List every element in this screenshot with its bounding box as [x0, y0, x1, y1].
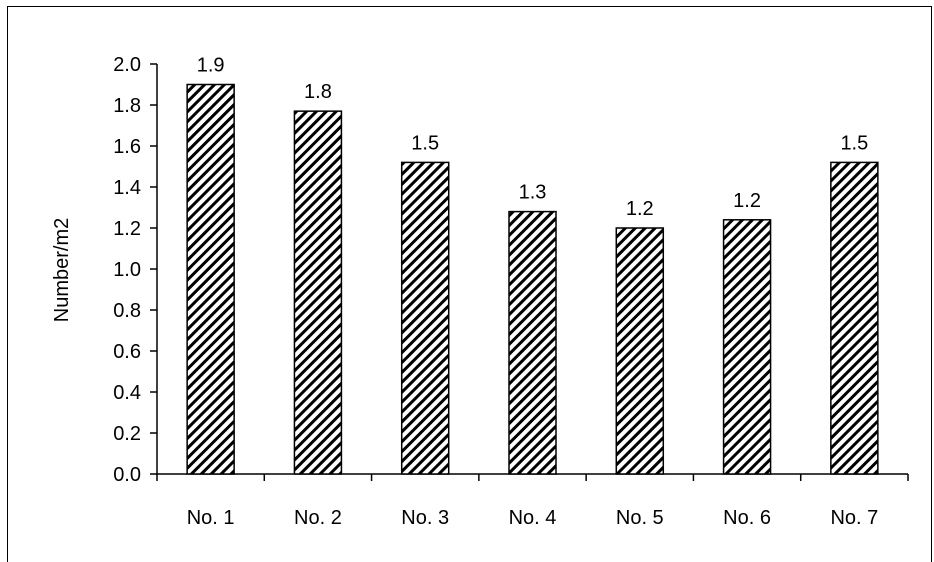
y-tick-label: 0.4: [113, 382, 141, 404]
data-label: 1.8: [304, 81, 332, 103]
y-tick-label: 1.8: [113, 95, 141, 117]
y-tick-label: 0.2: [113, 423, 141, 445]
y-tick-label: 0.0: [113, 464, 141, 486]
bar-3: [400, 161, 450, 475]
x-tick-label: No. 3: [401, 507, 449, 529]
x-tick-label: No. 7: [830, 507, 878, 529]
bar-7: [830, 161, 879, 475]
bar-6: [722, 219, 772, 475]
bar-2: [293, 110, 343, 475]
y-tick-label: 0.6: [113, 341, 141, 363]
x-tick-label: No. 5: [616, 507, 664, 529]
y-tick-label: 1.6: [113, 136, 141, 158]
x-tick-label: No. 4: [509, 507, 557, 529]
y-tick-label: 1.4: [113, 177, 141, 199]
y-tick-label: 2.0: [113, 54, 141, 76]
data-label: 1.2: [733, 190, 761, 212]
y-tick-label: 1.2: [113, 218, 141, 240]
data-label: 1.5: [840, 132, 868, 154]
bar-5: [615, 227, 665, 475]
data-label: 1.2: [626, 198, 654, 220]
data-label: 1.9: [197, 55, 225, 77]
x-tick-label: No. 2: [294, 507, 342, 529]
y-tick-label: 1.0: [113, 259, 141, 281]
y-axis-title: Number/m2: [51, 218, 73, 322]
x-tick-label: No. 1: [187, 507, 235, 529]
chart-frame: [7, 6, 932, 562]
x-tick-label: No. 6: [723, 507, 771, 529]
data-label: 1.3: [519, 182, 547, 204]
plot-area: 0.0 0.2 0.4 0.6 0.8 1.0 1.2 1.4 1.6 1.8 2.0 1.9 No. …: [113, 54, 909, 529]
data-label: 1.5: [411, 132, 439, 154]
bar-4: [508, 210, 557, 475]
bar-1: [186, 83, 235, 475]
y-tick-label: 0.8: [113, 300, 141, 322]
